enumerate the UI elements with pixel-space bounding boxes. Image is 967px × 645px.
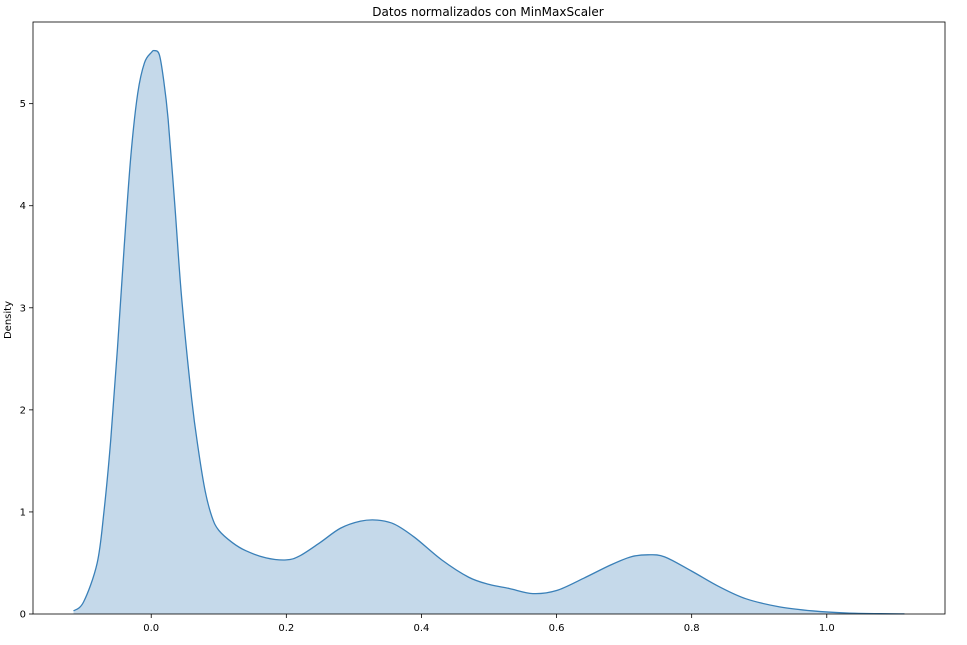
x-tick-label: 0.8 — [684, 623, 700, 634]
chart-title: Datos normalizados con MinMaxScaler — [372, 5, 604, 19]
density-line — [73, 49, 905, 615]
y-axis-label: Density — [3, 301, 14, 339]
y-tick-label: 3 — [20, 303, 26, 314]
y-tick-label: 4 — [20, 201, 26, 212]
x-tick-label: 0.0 — [143, 623, 159, 634]
plot-area: 0.0 0.2 0.4 0.6 0.8 1.0 0 1 2 3 4 5 — [20, 21, 946, 634]
x-tick-label: 1.0 — [819, 623, 835, 634]
y-tick-label: 1 — [20, 507, 26, 518]
x-tick-label: 0.6 — [549, 623, 565, 634]
plot-frame — [32, 21, 946, 615]
y-tick-label: 5 — [20, 99, 26, 110]
y-tick-label: 0 — [20, 610, 26, 621]
x-tick-label: 0.4 — [413, 623, 429, 634]
x-tick-label: 0.2 — [278, 623, 294, 634]
density-area-fill — [73, 50, 905, 614]
y-tick-label: 2 — [20, 405, 26, 416]
